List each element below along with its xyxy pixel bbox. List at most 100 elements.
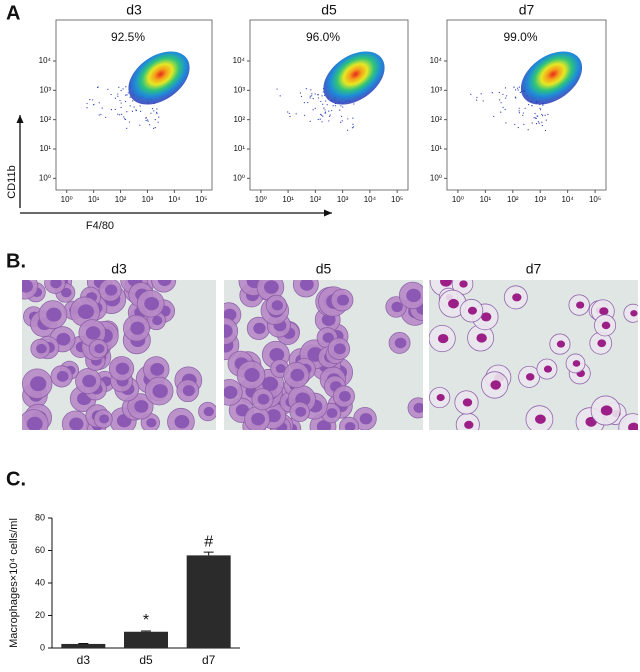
nucleus [436, 393, 445, 402]
nucleus [146, 418, 157, 428]
x-tick-label: 10¹ [282, 195, 294, 204]
nucleus [556, 340, 565, 348]
x-tick-label: d3 [77, 653, 91, 667]
event-dot [110, 109, 113, 111]
nucleus [257, 393, 270, 405]
nucleus [462, 398, 473, 407]
event-dot [145, 117, 147, 119]
image-label: d7 [526, 261, 542, 277]
nucleus [299, 280, 314, 291]
event-dot [352, 123, 354, 125]
nucleus [525, 373, 535, 381]
nucleus [448, 298, 459, 309]
error-bar [141, 630, 151, 632]
nucleus [599, 307, 609, 316]
event-dot [117, 113, 119, 115]
event-dot [504, 87, 507, 89]
y-axis-label: Macrophages×10⁴ cells/ml [8, 518, 20, 648]
x-tick-label: d7 [202, 653, 216, 667]
nucleus [269, 347, 285, 362]
event-dot [124, 118, 127, 121]
nucleus [174, 415, 190, 429]
annotation: 96.0% [306, 30, 340, 44]
event-dot [287, 111, 289, 113]
event-dot [505, 97, 507, 99]
event-dot [545, 119, 547, 121]
x-tick-label: 10⁵ [391, 195, 403, 204]
event-dot [523, 123, 525, 125]
nucleus [512, 293, 522, 302]
event-dot [541, 121, 543, 123]
event-dot [288, 112, 290, 115]
density-cloud [323, 51, 385, 105]
event-dot [522, 114, 524, 117]
nucleus [77, 304, 95, 320]
event-dot [320, 114, 323, 116]
event-dot [121, 113, 123, 116]
nucleus [150, 362, 165, 376]
x-tick-label: 10⁰ [61, 195, 73, 204]
event-dot [305, 88, 307, 90]
event-dot [321, 95, 323, 97]
event-dot [158, 116, 160, 118]
event-dot [536, 115, 538, 117]
event-dot [518, 110, 520, 112]
x-axis-label: F4/80 [86, 220, 114, 232]
event-dot [340, 121, 342, 123]
event-dot [502, 93, 504, 95]
y-tick-label: 80 [35, 512, 45, 522]
event-dot [544, 129, 547, 132]
x-tick-label: 10⁵ [195, 195, 207, 204]
event-dot [544, 114, 546, 116]
event-dot [506, 95, 508, 97]
event-dot [89, 99, 91, 101]
event-dot [98, 102, 100, 104]
event-dot [535, 123, 538, 125]
nucleus [413, 402, 423, 413]
x-tick-label: 10³ [534, 195, 546, 204]
event-dot [311, 95, 313, 97]
event-dot [324, 112, 326, 114]
event-dot [517, 89, 519, 91]
event-dot [119, 114, 121, 116]
x-tick-label: 10⁰ [255, 195, 267, 204]
event-dot [320, 113, 322, 115]
nucleus [30, 376, 47, 392]
event-dot [328, 115, 331, 117]
density-cloud [520, 51, 583, 105]
nucleus [203, 406, 214, 417]
event-dot [123, 116, 125, 118]
event-dot [145, 119, 147, 122]
event-dot [533, 116, 535, 119]
y-tick-label: 10³ [233, 85, 245, 94]
x-tick-label: 10² [507, 195, 519, 204]
event-dot [346, 129, 349, 131]
event-dot [157, 121, 159, 123]
x-tick-label: 10⁴ [561, 195, 574, 204]
event-dot [324, 109, 326, 111]
nucleus [572, 360, 581, 367]
nucleus [61, 287, 72, 298]
event-dot [541, 124, 543, 127]
plot-frame [446, 19, 607, 191]
event-dot [139, 124, 141, 126]
event-dot [476, 96, 478, 99]
nucleus [85, 326, 101, 340]
event-dot [139, 105, 141, 107]
y-tick-label: 10⁰ [233, 173, 245, 182]
event-dot [340, 105, 342, 107]
event-dot [154, 127, 156, 129]
annotation: 99.0% [503, 30, 537, 44]
plot-frame [249, 19, 409, 191]
x-tick-label: 10³ [337, 195, 349, 204]
nucleus [459, 280, 468, 288]
nucleus [152, 315, 163, 326]
event-dot [86, 102, 88, 105]
event-dot [148, 124, 151, 126]
event-dot [493, 115, 495, 118]
nucleus [244, 368, 260, 382]
micrograph [429, 280, 638, 430]
event-dot [299, 92, 301, 94]
nucleus [630, 310, 638, 317]
